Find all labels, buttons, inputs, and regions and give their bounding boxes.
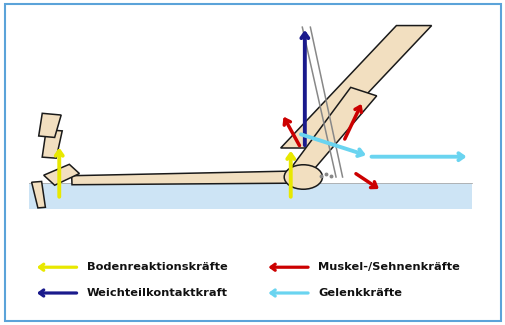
Bar [29,183,471,209]
Circle shape [284,165,322,189]
Text: Muskel-/Sehnenkräfte: Muskel-/Sehnenkräfte [318,262,460,272]
Polygon shape [42,130,62,158]
Text: Gelenkkräfte: Gelenkkräfte [318,288,401,298]
Polygon shape [280,26,431,148]
Polygon shape [291,87,376,174]
Polygon shape [31,181,45,208]
Text: Weichteilkontaktkraft: Weichteilkontaktkraft [87,288,227,298]
Polygon shape [72,171,300,185]
Polygon shape [38,113,61,137]
Text: Bodenreaktionskräfte: Bodenreaktionskräfte [87,262,227,272]
Polygon shape [43,164,79,185]
